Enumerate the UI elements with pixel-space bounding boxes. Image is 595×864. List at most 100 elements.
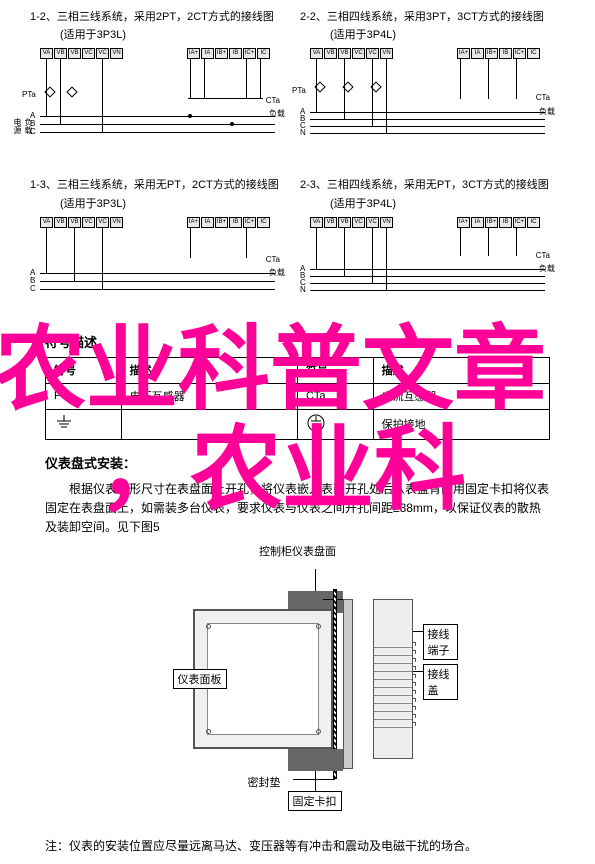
table-cell xyxy=(121,409,297,439)
terminal: IA+ xyxy=(187,217,200,228)
symbol-description: 符号描述 符号 描述 符号 描述 PTa 电压互感器 CTa 电流互感器 保护接… xyxy=(0,327,595,445)
diagram-title: 2-2、三相四线系统，采用3PT，3CT方式的接线图 xyxy=(300,10,550,24)
callout-cover: 接线盖 xyxy=(423,664,458,700)
terminal: VC xyxy=(82,48,95,59)
wiring-diagrams-grid: 1-2、三相三线系统，采用2PT，2CT方式的接线图 (适用于3P3L) VA … xyxy=(0,0,595,327)
terminal: VB xyxy=(338,217,351,228)
diagram-1-2: 1-2、三相三线系统，采用2PT，2CT方式的接线图 (适用于3P3L) VA … xyxy=(30,10,280,143)
rail-label: N xyxy=(300,128,306,137)
terminal: VC xyxy=(366,48,379,59)
callout-bottom-clip: 固定卡扣 xyxy=(288,791,342,811)
pt-label: PTa xyxy=(22,90,36,99)
terminal: IB xyxy=(229,48,242,59)
terminal: VB xyxy=(68,217,81,228)
table-cell: 电流互感器 xyxy=(373,383,549,409)
terminal: IA xyxy=(471,217,484,228)
diagram-2-2: 2-2、三相四线系统，采用3PT，3CT方式的接线图 (适用于3P4L) VA … xyxy=(300,10,550,143)
table-cell xyxy=(297,409,373,439)
ct-label: CTa xyxy=(536,93,550,102)
install-diagram: 固定卡扣 仪表面板 密封垫 固定卡扣 接线端子 xyxy=(138,569,458,809)
panel-label: 控制柜仪表盘面 xyxy=(45,543,550,559)
terminal: VC xyxy=(352,217,365,228)
callout-gasket: 密封垫 xyxy=(248,774,281,790)
rail-label: N xyxy=(300,285,306,294)
terminal: IB xyxy=(499,217,512,228)
screw-icon xyxy=(316,624,321,629)
th-desc: 描述 xyxy=(373,357,549,383)
diagram-2-3: 2-3、三相四线系统，采用无PT，3CT方式的接线图 (适用于3P4L) VA … xyxy=(300,178,550,311)
terminal: VB xyxy=(324,217,337,228)
terminal: VB xyxy=(324,48,337,59)
diagram-title: 1-3、三相三线系统，采用无PT，2CT方式的接线图 xyxy=(30,178,280,192)
wiring-drawing: VA VB VB VC VC VN IA+ IA IB+ IB IC+ IC A… xyxy=(300,48,550,143)
terminal: VN xyxy=(380,217,393,228)
table-cell: CTa xyxy=(297,383,373,409)
terminal: IC+ xyxy=(513,48,526,59)
diagram-title: 1-2、三相三线系统，采用2PT，2CT方式的接线图 xyxy=(30,10,280,24)
diagram-subtitle: (适用于3P3L) xyxy=(60,195,280,211)
terminal: IB xyxy=(229,217,242,228)
load-label: 负载 xyxy=(539,106,555,117)
terminal: IC+ xyxy=(243,48,256,59)
pt-label: PTa xyxy=(292,86,306,95)
wiring-drawing: VA VB VB VC VC VN IA+ IA IB+ IB IC+ IC A… xyxy=(30,48,280,143)
symbol-table: 符号 描述 符号 描述 PTa 电压互感器 CTa 电流互感器 保护接地 xyxy=(45,357,550,440)
screw-icon xyxy=(316,729,321,734)
load-label: 负载 xyxy=(269,108,285,119)
callout-terminal: 接线端子 xyxy=(423,624,458,660)
terminal: VB xyxy=(68,48,81,59)
terminal: IB+ xyxy=(485,48,498,59)
terminal: IC+ xyxy=(513,217,526,228)
terminal: IA xyxy=(471,48,484,59)
terminal: IA+ xyxy=(457,217,470,228)
terminal: IA xyxy=(201,48,214,59)
terminal: VC xyxy=(96,217,109,228)
load-label: 负载 xyxy=(269,267,285,278)
terminal: IA+ xyxy=(457,48,470,59)
install-heading: 仪表盘式安装： xyxy=(45,453,550,472)
callout-face: 仪表面板 xyxy=(173,669,227,689)
terminal: VA xyxy=(310,48,323,59)
terminal: IB+ xyxy=(215,48,228,59)
terminal: IB+ xyxy=(485,217,498,228)
footnote: 注：仪表的安装位置应尽量远离马达、变压器等有冲击和震动及电磁干扰的场合。 xyxy=(0,827,595,864)
load-label: 负载 xyxy=(539,263,555,274)
terminal: VN xyxy=(110,217,123,228)
terminal: IC xyxy=(257,48,270,59)
terminal: VB xyxy=(338,48,351,59)
terminal: IA+ xyxy=(187,48,200,59)
side-terminal-block xyxy=(373,599,413,759)
terminal: VB xyxy=(54,48,67,59)
terminal: IC xyxy=(257,217,270,228)
mount-plate xyxy=(343,599,353,769)
screw-icon xyxy=(206,624,211,629)
diagram-subtitle: (适用于3P3L) xyxy=(60,26,280,42)
terminal: VA xyxy=(40,48,53,59)
diagram-subtitle: (适用于3P4L) xyxy=(330,26,550,42)
terminal: VA xyxy=(40,217,53,228)
screw-icon xyxy=(206,729,211,734)
bottom-clip-shape xyxy=(288,749,343,771)
terminal: VC xyxy=(82,217,95,228)
symbol-heading: 符号描述 xyxy=(45,332,550,351)
terminal: IB xyxy=(499,48,512,59)
table-cell: PTa xyxy=(46,383,122,409)
diagram-1-3: 1-3、三相三线系统，采用无PT，2CT方式的接线图 (适用于3P3L) VA … xyxy=(30,178,280,311)
table-cell: 保护接地 xyxy=(373,409,549,439)
table-cell: 电压互感器 xyxy=(121,383,297,409)
terminal: IA xyxy=(201,217,214,228)
ct-label: CTa xyxy=(536,251,550,260)
install-section: 仪表盘式安装： 根据仪表外形尺寸在表盘面上开孔，将仪表嵌入表面开孔处后从表盘背面… xyxy=(0,445,595,828)
th-symbol: 符号 xyxy=(297,357,373,383)
rail-label: C xyxy=(30,284,36,293)
ground-icon xyxy=(54,415,74,431)
source-label: 负载电源 xyxy=(12,118,34,134)
diagram-subtitle: (适用于3P4L) xyxy=(330,195,550,211)
terminal: VN xyxy=(380,48,393,59)
table-cell xyxy=(46,409,122,439)
install-body: 根据仪表外形尺寸在表盘面上开孔，将仪表嵌入表面开孔处后从表盘背面用固定卡扣将仪表… xyxy=(45,480,550,538)
terminal: VC xyxy=(352,48,365,59)
terminal: IB+ xyxy=(215,217,228,228)
terminal: VN xyxy=(110,48,123,59)
terminal: VC xyxy=(366,217,379,228)
